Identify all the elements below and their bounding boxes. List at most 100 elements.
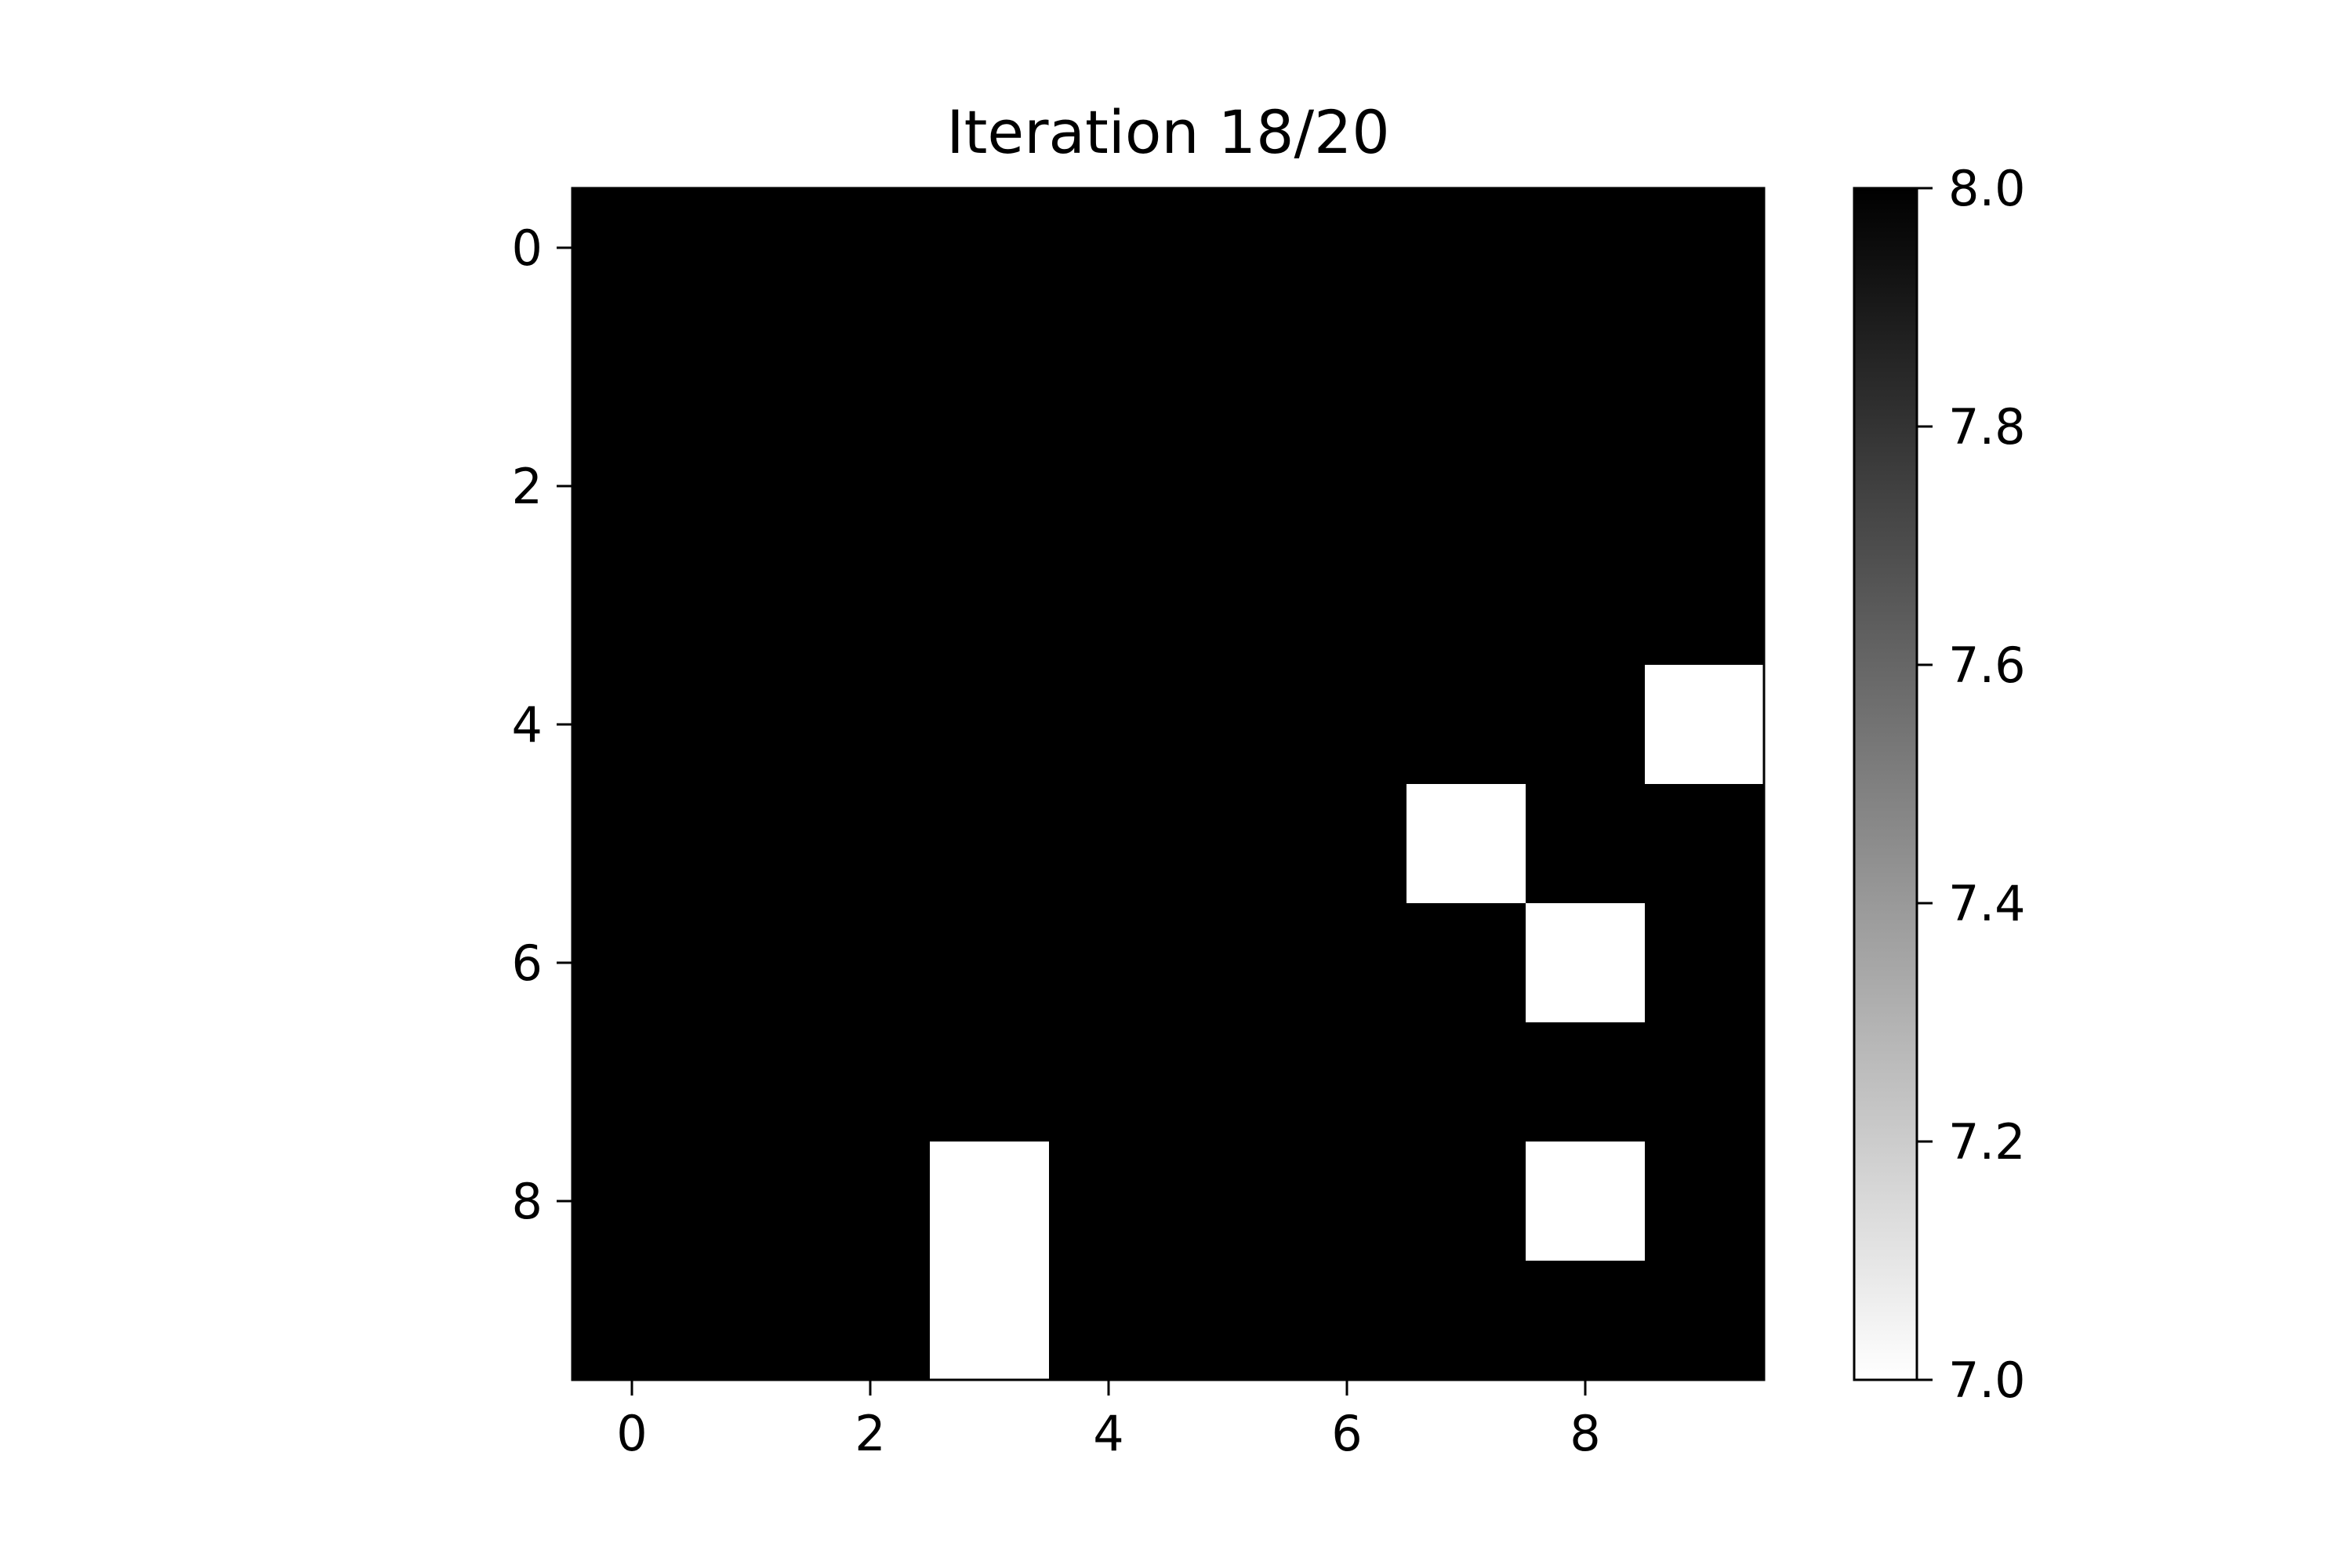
heatmap-cell (811, 188, 931, 308)
heatmap-cell (1287, 546, 1407, 666)
heatmap-cell (811, 307, 931, 427)
heatmap-cell (1645, 1142, 1765, 1261)
heatmap-cell (1049, 784, 1169, 904)
heatmap-cell (811, 546, 931, 666)
x-tick-label: 2 (855, 1405, 885, 1462)
heatmap-cell (1049, 1022, 1169, 1142)
heatmap-cell (811, 1142, 931, 1261)
heatmap-cell (1287, 784, 1407, 904)
heatmap-cell (1049, 426, 1169, 546)
heatmap-cell (1406, 784, 1526, 904)
y-tick-label: 0 (512, 220, 543, 277)
heatmap-cell (572, 665, 692, 785)
heatmap-cell (1287, 665, 1407, 785)
heatmap-cell (1168, 546, 1288, 666)
heatmap-cell (930, 903, 1050, 1023)
heatmap-cell (572, 784, 692, 904)
heatmap-cell (572, 307, 692, 427)
heatmap-cell (1526, 546, 1646, 666)
heatmap-cell (1645, 903, 1765, 1023)
heatmap-cell (1526, 1022, 1646, 1142)
heatmap-cell (930, 188, 1050, 308)
x-tick-label: 6 (1331, 1405, 1362, 1462)
heatmap-cell (1287, 903, 1407, 1023)
heatmap-cell (1406, 1022, 1526, 1142)
heatmap-cell (1287, 1022, 1407, 1142)
heatmap-cell (1526, 188, 1646, 308)
heatmap-cell (691, 1261, 811, 1381)
y-tick-label: 6 (512, 935, 543, 992)
plot-area-frame (571, 187, 1766, 1381)
heatmap-cell (1049, 546, 1169, 666)
heatmap-cell (811, 665, 931, 785)
heatmap-cell (930, 307, 1050, 427)
heatmap-cell (1168, 188, 1288, 308)
heatmap-cell (691, 665, 811, 785)
heatmap-cell (1526, 903, 1646, 1023)
heatmap-cell (1526, 665, 1646, 785)
colorbar-tick-label: 7.8 (1948, 398, 2026, 456)
heatmap-cell (572, 188, 692, 308)
x-tick-label: 0 (616, 1405, 647, 1462)
heatmap-cell (1049, 188, 1169, 308)
colorbar-tick-label: 7.0 (1948, 1352, 2026, 1409)
heatmap-cell (572, 1142, 692, 1261)
heatmap-cell (1645, 546, 1765, 666)
heatmap-cell (1526, 307, 1646, 427)
heatmap-cell (572, 903, 692, 1023)
heatmap-cell (1287, 1142, 1407, 1261)
heatmap-cell (691, 1142, 811, 1261)
heatmap-cells (572, 188, 1765, 1381)
heatmap-cell (691, 188, 811, 308)
heatmap-cell (1526, 1142, 1646, 1261)
x-tick-label: 4 (1093, 1405, 1123, 1462)
heatmap-cell (1287, 307, 1407, 427)
heatmap-cell (811, 1022, 931, 1142)
heatmap-cell (691, 903, 811, 1023)
heatmap-cell (1168, 903, 1288, 1023)
heatmap-cell (1406, 307, 1526, 427)
heatmap-cell (1168, 784, 1288, 904)
heatmap-cell (691, 1022, 811, 1142)
colorbar-frame (1853, 187, 1918, 1381)
heatmap-cell (1168, 307, 1288, 427)
y-tick-label: 2 (512, 458, 543, 515)
heatmap-cell (1645, 1261, 1765, 1381)
heatmap-cell (1526, 426, 1646, 546)
heatmap-cell (1645, 784, 1765, 904)
heatmap-cell (1645, 188, 1765, 308)
heatmap-cell (1406, 665, 1526, 785)
heatmap-cell (930, 784, 1050, 904)
y-axis: 0 2 4 6 8 (512, 220, 572, 1230)
heatmap-cell (1168, 665, 1288, 785)
heatmap-cell (1406, 903, 1526, 1023)
heatmap-cell (930, 665, 1050, 785)
heatmap-cell (1406, 426, 1526, 546)
heatmap-cell (1406, 1142, 1526, 1261)
heatmap-cell (930, 426, 1050, 546)
heatmap-cell (1526, 1261, 1646, 1381)
heatmap-cell (811, 1261, 931, 1381)
colorbar-tick-label: 7.6 (1948, 637, 2026, 694)
heatmap-cell (572, 426, 692, 546)
heatmap-cell (1168, 1022, 1288, 1142)
heatmap-cell (1406, 546, 1526, 666)
heatmap-cell (572, 546, 692, 666)
heatmap-cell (691, 426, 811, 546)
heatmap-cell (1526, 784, 1646, 904)
heatmap-cell (1645, 307, 1765, 427)
heatmap-cell (1049, 307, 1169, 427)
heatmap-cell (930, 546, 1050, 666)
heatmap-cell (1049, 1261, 1169, 1381)
heatmap-cell (930, 1022, 1050, 1142)
heatmap-cell (930, 1261, 1050, 1381)
colorbar-tick-label: 7.2 (1948, 1113, 2026, 1171)
heatmap-cell (572, 1261, 692, 1381)
heatmap-cell (930, 1142, 1050, 1261)
heatmap-cell (1049, 903, 1169, 1023)
heatmap-cell (811, 903, 931, 1023)
heatmap-cell (1645, 665, 1765, 785)
heatmap-cell (1168, 1142, 1288, 1261)
y-tick-label: 4 (512, 696, 543, 753)
